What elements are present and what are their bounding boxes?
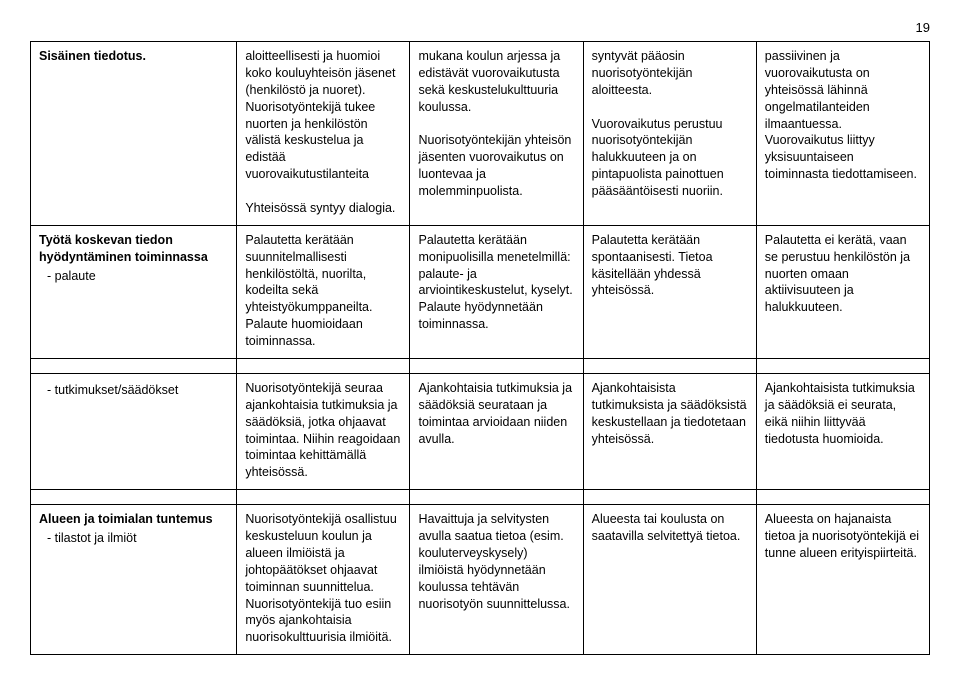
- cell: syntyvät pääosin nuorisotyöntekijän aloi…: [583, 42, 756, 226]
- row-label-cell: Alueen ja toimialan tuntemus tilastot ja…: [31, 505, 237, 655]
- gap-row: [31, 358, 930, 373]
- cell: Ajankohtaisista tutkimuksista ja säädöks…: [583, 373, 756, 489]
- row-sublabel: tilastot ja ilmiöt: [39, 530, 228, 547]
- cell: mukana koulun arjessa ja edistävät vuoro…: [410, 42, 583, 226]
- cell: Ajankohtaisista tutkimuksia ja säädöksiä…: [756, 373, 929, 489]
- cell: Nuorisotyöntekijä osallistuu keskusteluu…: [237, 505, 410, 655]
- table-row: Työtä koskevan tiedon hyödyntäminen toim…: [31, 225, 930, 358]
- row-label: Alueen ja toimialan tuntemus: [39, 512, 213, 526]
- gap-row: [31, 490, 930, 505]
- assessment-table: Sisäinen tiedotus. aloitteellisesti ja h…: [30, 41, 930, 655]
- cell: Palautetta ei kerätä, vaan se perustuu h…: [756, 225, 929, 358]
- row-label-cell: Työtä koskevan tiedon hyödyntäminen toim…: [31, 225, 237, 358]
- cell: Palautetta kerätään monipuolisilla menet…: [410, 225, 583, 358]
- cell: Ajankohtaisia tutkimuksia ja säädöksiä s…: [410, 373, 583, 489]
- page-number: 19: [30, 20, 930, 35]
- row-label-cell: tutkimukset/säädökset: [31, 373, 237, 489]
- row-label-cell: Sisäinen tiedotus.: [31, 42, 237, 226]
- cell: Alueesta on hajanaista tietoa ja nuoriso…: [756, 505, 929, 655]
- row-label: Sisäinen tiedotus.: [39, 49, 146, 63]
- cell: aloitteellisesti ja huomioi koko kouluyh…: [237, 42, 410, 226]
- cell: Palautetta kerätään suunnitelmallisesti …: [237, 225, 410, 358]
- cell: passiivinen ja vuorovaikutusta on yhteis…: [756, 42, 929, 226]
- cell: Havaittuja ja selvitysten avulla saatua …: [410, 505, 583, 655]
- cell: Nuorisotyöntekijä seuraa ajankohtaisia t…: [237, 373, 410, 489]
- row-label: Työtä koskevan tiedon hyödyntäminen toim…: [39, 233, 208, 264]
- cell: Alueesta tai koulusta on saatavilla selv…: [583, 505, 756, 655]
- cell: Palautetta kerätään spontaanisesti. Tiet…: [583, 225, 756, 358]
- table-row: Alueen ja toimialan tuntemus tilastot ja…: [31, 505, 930, 655]
- row-sublabel: palaute: [39, 268, 228, 285]
- table-row: tutkimukset/säädökset Nuorisotyöntekijä …: [31, 373, 930, 489]
- row-sublabel: tutkimukset/säädökset: [39, 382, 228, 399]
- table-row: Sisäinen tiedotus. aloitteellisesti ja h…: [31, 42, 930, 226]
